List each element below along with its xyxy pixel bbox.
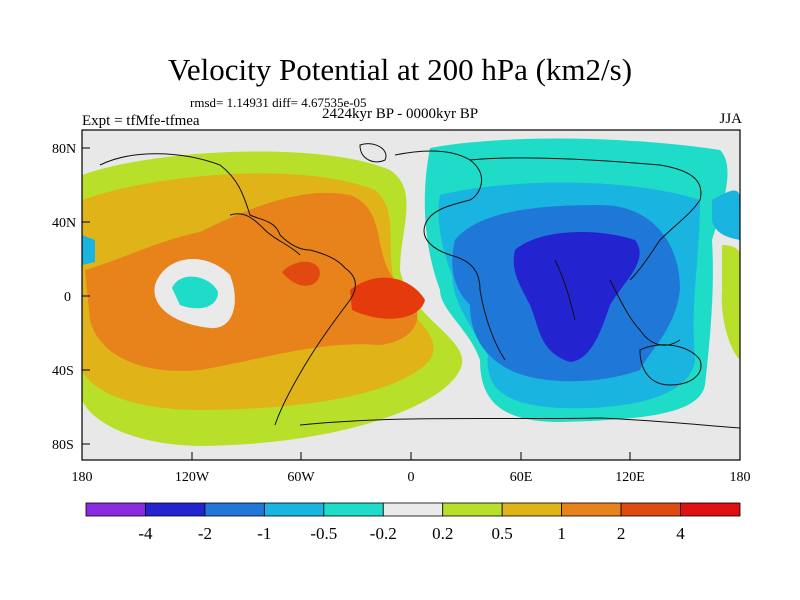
lat-label-80s: 80S [52,438,74,453]
contour-pacific-blue-west [82,235,95,265]
map-field [82,130,740,460]
map-title: Velocity Potential at 200 hPa (km2/s) [167,52,633,87]
lat-label-80n: 80N [52,142,76,157]
season-label: JJA [719,111,742,127]
lon-label-180e: 180 [730,470,751,485]
lat-axis: 80N 40N 0 40S 80S [52,142,90,453]
colorbar-box [501,502,563,517]
contour-positive-2 [282,261,320,286]
colorbar-box [561,502,622,517]
lon-label-0: 0 [408,470,415,485]
colorbar-box [442,502,503,517]
colorbar-box [680,502,741,517]
colorbar-box [263,502,325,517]
colorbar-label: -4 [138,524,153,543]
contour-positive-1 [85,192,418,371]
coastlines [99,143,740,429]
colorbar-box [204,502,265,517]
colorbar-label: -2 [198,524,212,543]
period-label: 2424kyr BP - 0000kyr BP [322,106,479,122]
contour-pacific-low-0.5 [172,276,218,309]
colorbar-box [85,502,146,517]
colorbar-label: 1 [557,524,566,543]
lat-label-40s: 40S [52,364,74,379]
colorbar-label: 4 [676,524,685,543]
colorbar-label: 0.2 [432,524,453,543]
colorbar-label: 0.5 [492,524,513,543]
colorbar-box [620,502,681,517]
rmsd-diff-stats: rmsd= 1.14931 diff= 4.67535e-05 [190,95,367,110]
colorbar-box [323,502,384,517]
colorbar-label: 2 [617,524,626,543]
contour-positive-4 [350,277,425,319]
lat-label-0: 0 [64,290,71,305]
colorbar-box [145,502,206,517]
lon-axis: 180 120W 60W 0 60E 120E 180 [72,452,751,485]
colorbar-box [382,502,444,517]
contour-pacific-green-east [721,245,740,360]
colorbar-label: -0.5 [310,524,337,543]
experiment-label: Expt = tfMfe-tfmea [82,113,200,129]
colorbar-label: -0.2 [370,524,397,543]
lon-label-60w: 60W [287,470,315,485]
lon-label-60e: 60E [510,470,533,485]
contour-negative-2 [513,231,640,362]
lat-label-40n: 40N [52,216,76,231]
contour-pacific-blue-east [712,190,740,240]
lon-label-120w: 120W [175,470,210,485]
colorbar-label: -1 [257,524,271,543]
colorbar [85,502,741,517]
colorbar-labels: -4 -2 -1 -0.5 -0.2 0.2 0.5 1 2 4 [138,524,685,543]
lon-label-120e: 120E [615,470,645,485]
lon-label-180w: 180 [72,470,93,485]
